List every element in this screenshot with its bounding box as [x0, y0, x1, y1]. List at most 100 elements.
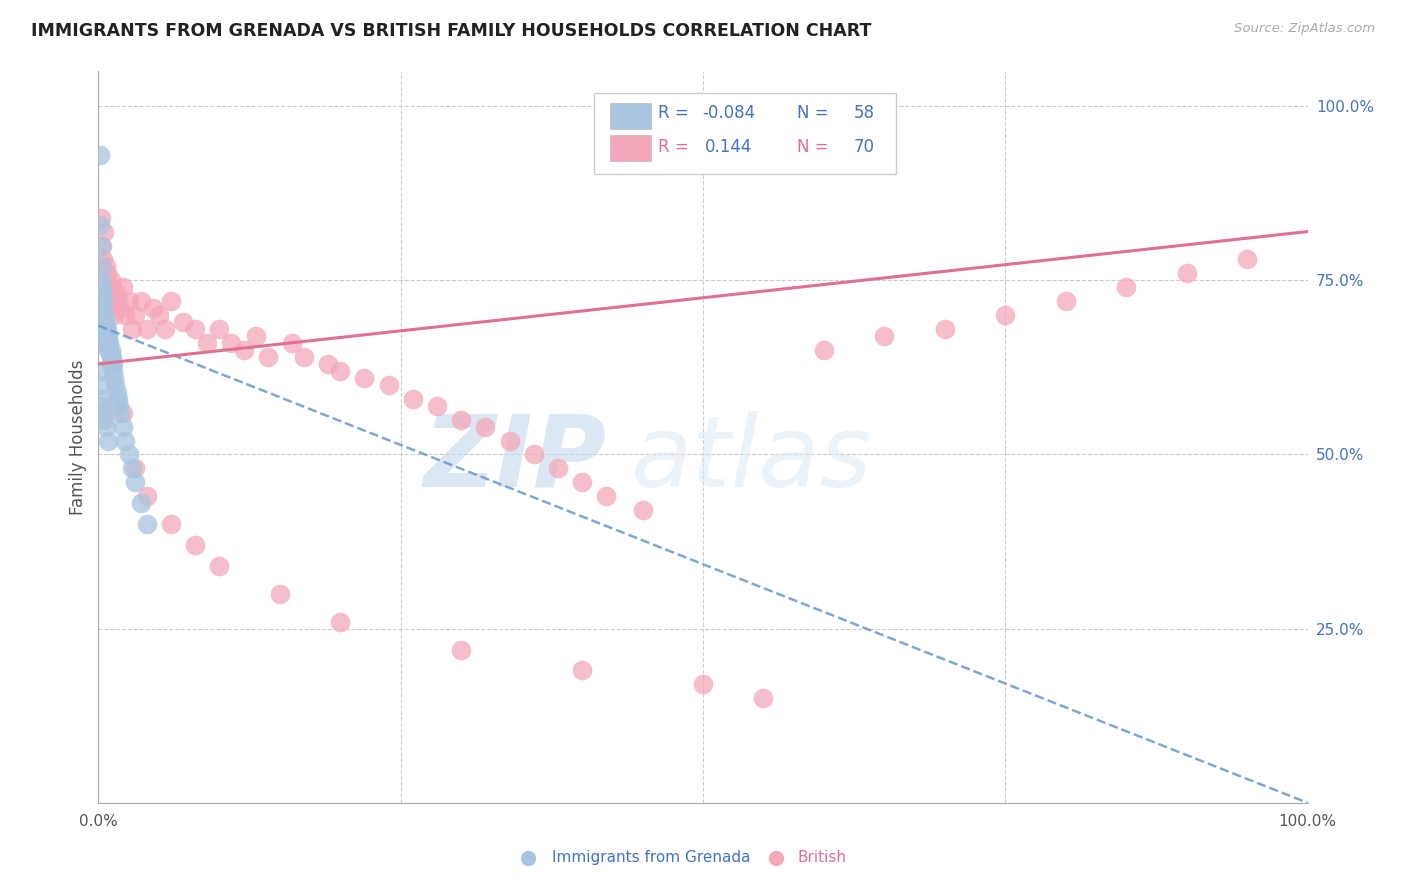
Point: [292, 350, 315, 364]
Point: [184, 538, 207, 552]
Point: [547, 461, 569, 475]
Point: [98, 343, 121, 357]
Point: [93, 308, 115, 322]
Point: [172, 315, 194, 329]
FancyBboxPatch shape: [610, 103, 651, 129]
Point: [450, 412, 472, 426]
Point: [89, 377, 111, 392]
Point: [93, 329, 115, 343]
Point: [121, 461, 143, 475]
Point: [89, 148, 111, 162]
Text: Source: ZipAtlas.com: Source: ZipAtlas.com: [1234, 22, 1375, 36]
Point: [208, 322, 231, 336]
Point: [91, 280, 114, 294]
Point: [98, 336, 121, 351]
Point: [184, 322, 207, 336]
Point: [111, 419, 134, 434]
Point: [104, 377, 127, 392]
Point: [91, 315, 114, 329]
Point: [221, 336, 243, 351]
Point: [316, 357, 339, 371]
Point: [256, 350, 278, 364]
Point: [873, 329, 896, 343]
Point: [90, 273, 112, 287]
Point: [94, 322, 117, 336]
Point: [97, 329, 120, 343]
Point: [329, 364, 352, 378]
Point: [108, 399, 131, 413]
Point: [100, 350, 122, 364]
Point: [377, 377, 399, 392]
Point: [100, 273, 122, 287]
Point: [1054, 294, 1077, 309]
Point: [97, 280, 120, 294]
Point: [353, 371, 375, 385]
Text: ZIP: ZIP: [423, 410, 606, 508]
Point: [631, 503, 654, 517]
Text: Immigrants from Grenada: Immigrants from Grenada: [551, 850, 751, 865]
Point: [90, 260, 112, 274]
Point: [91, 294, 114, 309]
Point: [100, 343, 122, 357]
Point: [93, 315, 115, 329]
Point: [107, 392, 129, 406]
Point: [96, 266, 118, 280]
Point: [148, 308, 170, 322]
Point: [1175, 266, 1198, 280]
Point: [101, 294, 124, 309]
Point: [124, 475, 146, 490]
Point: [402, 392, 425, 406]
Point: [571, 664, 593, 678]
FancyBboxPatch shape: [595, 94, 897, 174]
Point: [124, 308, 146, 322]
Point: [90, 238, 112, 252]
Point: [100, 350, 122, 364]
Point: [114, 308, 136, 322]
Point: [129, 496, 152, 510]
Point: [135, 517, 157, 532]
Point: [91, 294, 114, 309]
Point: [426, 399, 449, 413]
Text: atlas: atlas: [630, 410, 872, 508]
Point: [994, 308, 1017, 322]
Point: [934, 322, 956, 336]
Point: [94, 315, 117, 329]
Text: R =: R =: [658, 137, 689, 156]
Point: [498, 434, 520, 448]
Point: [1236, 252, 1258, 267]
Point: [89, 218, 111, 232]
Point: [135, 489, 157, 503]
Point: [91, 399, 114, 413]
Point: [103, 308, 125, 322]
Point: [111, 280, 134, 294]
Point: [91, 406, 114, 420]
Point: [100, 357, 122, 371]
Point: [91, 252, 114, 267]
Point: [523, 448, 546, 462]
Point: [91, 308, 114, 322]
Point: [118, 448, 141, 462]
Point: [129, 294, 152, 309]
Point: [91, 238, 114, 252]
Point: [94, 419, 117, 434]
Text: 0.144: 0.144: [704, 137, 752, 156]
Y-axis label: Family Households: Family Households: [69, 359, 87, 515]
Point: [103, 371, 125, 385]
Point: [91, 287, 114, 301]
Text: 58: 58: [853, 104, 875, 122]
Point: [96, 329, 118, 343]
Point: [96, 336, 118, 351]
Point: [97, 434, 120, 448]
Point: [91, 308, 114, 322]
Point: [245, 329, 267, 343]
Point: [94, 260, 117, 274]
Text: R =: R =: [658, 104, 689, 122]
Point: [98, 287, 121, 301]
Point: [160, 294, 183, 309]
Point: [281, 336, 304, 351]
Point: [94, 329, 117, 343]
Point: [160, 517, 183, 532]
Point: [195, 336, 218, 351]
Point: [90, 392, 112, 406]
Point: [91, 322, 114, 336]
